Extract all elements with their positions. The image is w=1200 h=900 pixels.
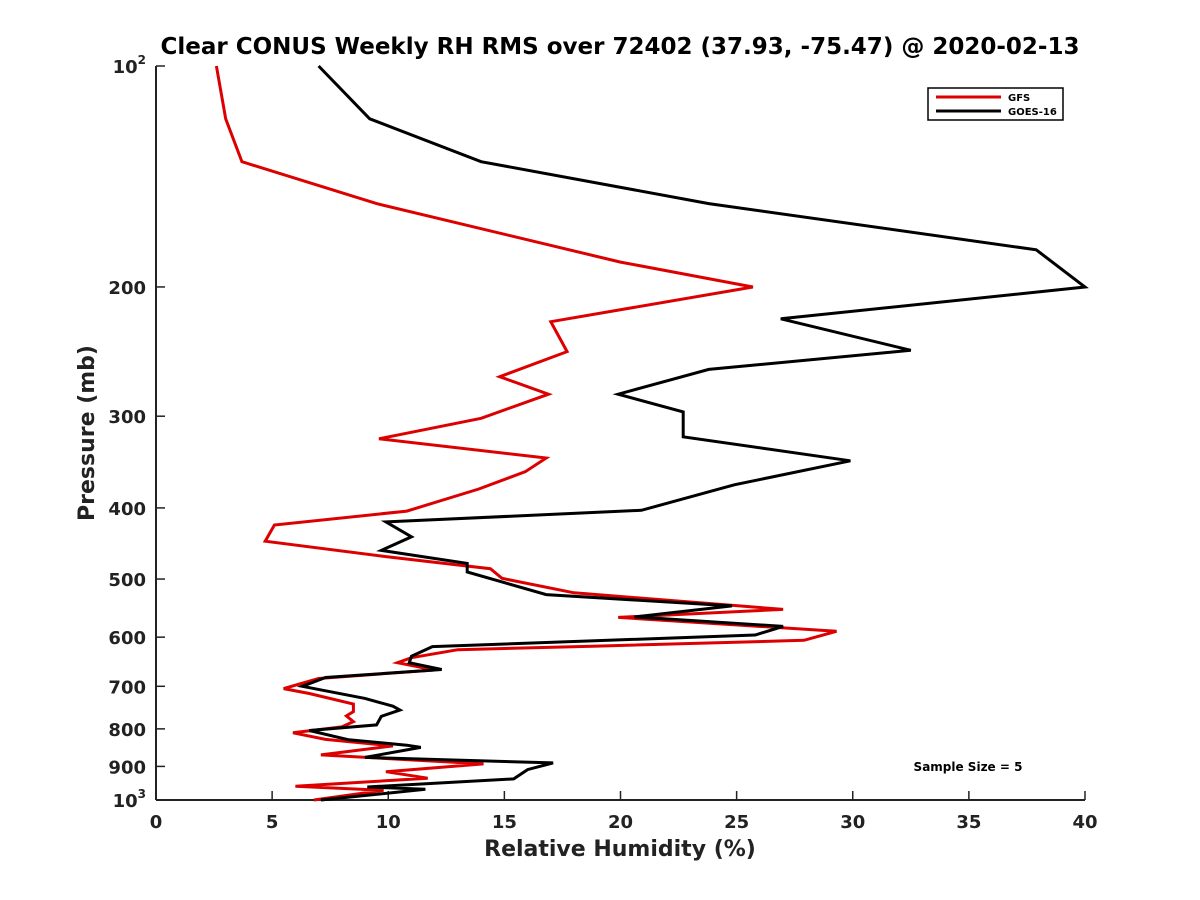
y-tick-label: 200 bbox=[108, 278, 146, 299]
y-tick-label-base: 10 bbox=[113, 791, 138, 812]
series-line-goes-16 bbox=[296, 64, 1089, 802]
y-tick-label: 103 bbox=[113, 787, 146, 812]
y-tick-label: 300 bbox=[108, 407, 146, 428]
y-axis-label: Pressure (mb) bbox=[75, 345, 100, 521]
y-tick-label: 600 bbox=[108, 628, 146, 649]
x-tick-label: 25 bbox=[724, 812, 749, 833]
y-tick-label-base: 800 bbox=[108, 720, 146, 741]
x-axis-label: Relative Humidity (%) bbox=[484, 837, 756, 862]
legend: GFS GOES-16 bbox=[927, 87, 1064, 121]
legend-label: GFS bbox=[1008, 93, 1030, 104]
x-tick-label: 20 bbox=[608, 812, 633, 833]
y-tick-label-base: 400 bbox=[108, 499, 146, 520]
x-tick-label: 10 bbox=[376, 812, 401, 833]
y-tick-label-base: 200 bbox=[108, 278, 146, 299]
y-tick-label-base: 500 bbox=[108, 570, 146, 591]
x-tick-label: 0 bbox=[150, 812, 163, 833]
y-tick-label-exponent: 3 bbox=[138, 787, 146, 801]
chart-title: Clear CONUS Weekly RH RMS over 72402 (37… bbox=[161, 34, 1080, 60]
y-tick-label: 500 bbox=[108, 570, 146, 591]
y-tick-label: 700 bbox=[108, 677, 146, 698]
y-tick-label-exponent: 2 bbox=[138, 53, 146, 67]
y-tick-label-base: 10 bbox=[113, 57, 138, 78]
x-tick-label: 30 bbox=[840, 812, 865, 833]
legend-box bbox=[927, 87, 1064, 121]
y-tick-label: 800 bbox=[108, 720, 146, 741]
x-tick-label: 5 bbox=[266, 812, 279, 833]
series-layer bbox=[214, 64, 1089, 802]
x-tick-label: 35 bbox=[956, 812, 981, 833]
y-tick-label-base: 700 bbox=[108, 677, 146, 698]
x-tick-label: 15 bbox=[492, 812, 517, 833]
series-line-gfs bbox=[214, 65, 837, 802]
y-tick-label: 102 bbox=[113, 53, 146, 78]
y-tick-label-base: 600 bbox=[108, 628, 146, 649]
y-tick-label-base: 300 bbox=[108, 407, 146, 428]
y-tick-label-base: 900 bbox=[108, 757, 146, 778]
sample-size-annotation: Sample Size = 5 bbox=[914, 760, 1023, 774]
y-tick-label: 400 bbox=[108, 499, 146, 520]
x-tick-label: 40 bbox=[1072, 812, 1097, 833]
x-axis-ticks: 0 5 10 15 20 25 30 35 40 bbox=[150, 791, 1098, 833]
legend-label: GOES-16 bbox=[1008, 107, 1057, 118]
y-tick-label: 900 bbox=[108, 757, 146, 778]
